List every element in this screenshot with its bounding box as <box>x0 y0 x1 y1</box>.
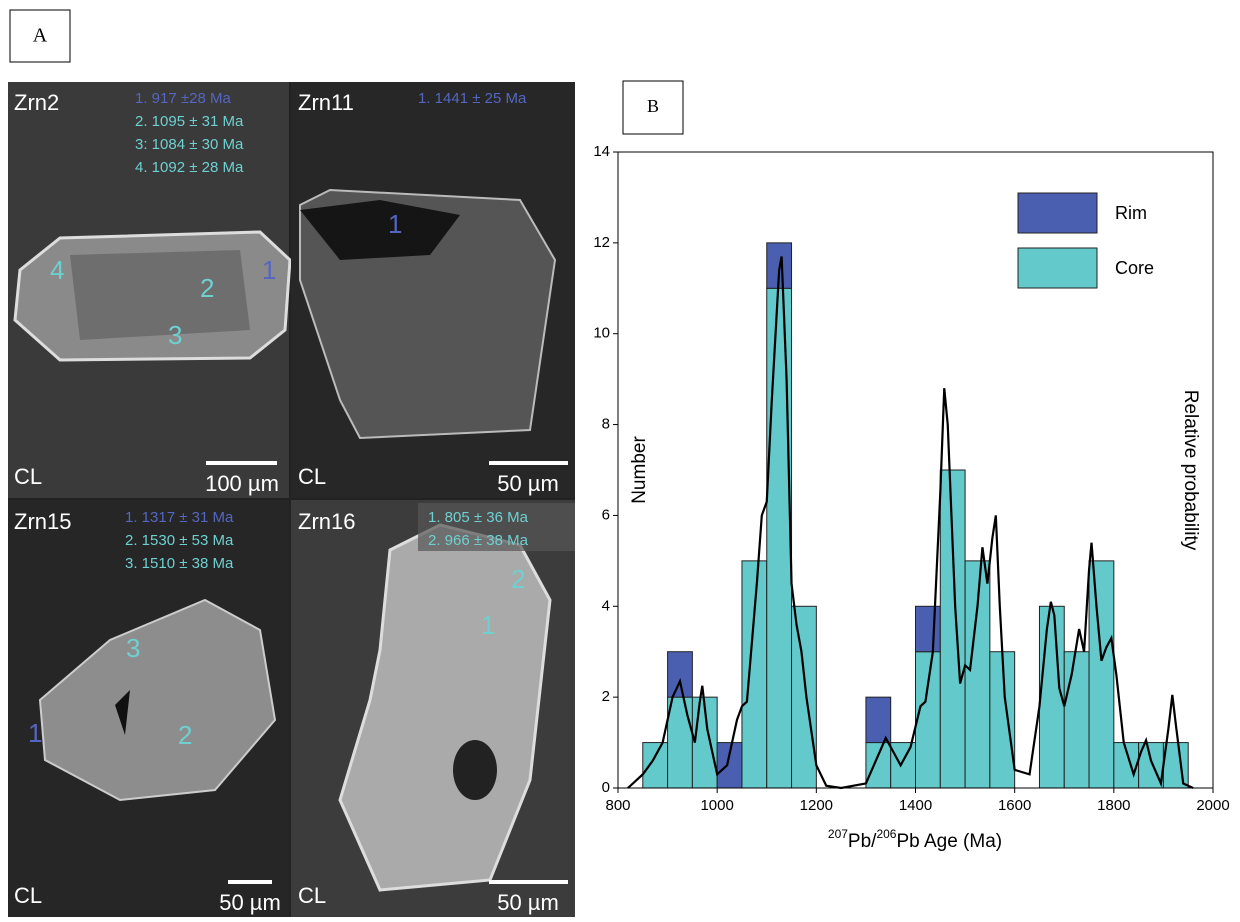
probability-curve <box>627 256 1194 790</box>
label-backdrop <box>418 503 575 551</box>
panel-label: B <box>647 96 659 116</box>
x-label-part: Pb Age (Ma) <box>896 831 1002 852</box>
spot-label: 3 <box>168 320 182 350</box>
y-tick-label: 6 <box>602 506 610 523</box>
age: 1. 1317 ± 31 Ma <box>125 509 234 526</box>
x-label-sup: 207 <box>828 827 848 841</box>
bar-core <box>766 287 793 789</box>
age: 3. 1510 ± 38 Ma <box>125 555 234 572</box>
bar-core <box>791 605 817 789</box>
spot-label: 1 <box>262 255 276 285</box>
bar-core <box>741 560 768 789</box>
bar-rim <box>915 605 941 653</box>
panel-label-box <box>622 80 684 135</box>
x-tick-label: 1400 <box>899 797 932 814</box>
scale-label: 50 µm <box>219 890 281 915</box>
bar-core <box>890 742 916 789</box>
spot-label: 1 <box>481 610 495 640</box>
spot-label: 2 <box>200 273 214 303</box>
image-labels: Zrn2 1. 917 ±28 Ma 2. 1095 ± 31 Ma 3: 10… <box>14 90 568 915</box>
inclusion <box>453 740 497 800</box>
spot-label: 3 <box>126 633 140 663</box>
y-tick-label: 4 <box>602 597 610 614</box>
legend-swatch <box>1017 247 1098 289</box>
bar-core <box>1038 605 1065 789</box>
bar-core <box>915 651 941 789</box>
age: 1. 1441 ± 25 Ma <box>418 90 527 107</box>
inclusion <box>115 690 130 735</box>
age: 4. 1092 ± 28 Ma <box>135 159 244 176</box>
scale-label: 100 µm <box>205 471 279 496</box>
grain-name: Zrn16 <box>298 509 355 534</box>
legend-label: Core <box>1115 258 1154 278</box>
legend-swatch <box>1017 192 1098 234</box>
bar-rim <box>667 651 693 698</box>
x-tick-label: 800 <box>605 797 630 814</box>
bar-core <box>1063 651 1090 789</box>
zircon-zone <box>300 200 460 260</box>
zircon-zone <box>70 250 250 340</box>
bar-rim <box>865 696 892 744</box>
grain-name: Zrn11 <box>298 90 354 115</box>
x-tick-label: 1600 <box>998 797 1031 814</box>
bar-core <box>642 742 669 789</box>
x-tick-label: 1200 <box>800 797 833 814</box>
bar-core <box>1088 560 1115 789</box>
spot-label: 1 <box>388 209 402 239</box>
age: 2. 1530 ± 53 Ma <box>125 532 234 549</box>
y-tick-label: 2 <box>602 688 610 705</box>
spot-label: 2 <box>178 720 192 750</box>
spot-label: 1 <box>28 718 42 748</box>
bar-core <box>989 651 1016 789</box>
y-tick-label: 14 <box>593 143 610 160</box>
y2-axis-label: Relative probability <box>1180 390 1201 551</box>
age: 2. 966 ± 38 Ma <box>428 532 529 549</box>
x-tick-label: 2000 <box>1196 797 1229 814</box>
x-label-part: Pb/ <box>848 831 877 852</box>
y-tick-label: 8 <box>602 416 610 433</box>
age: 2. 1095 ± 31 Ma <box>135 113 244 130</box>
panel-label-box <box>9 9 71 63</box>
bar-core <box>865 742 892 789</box>
age: 1. 805 ± 36 Ma <box>428 509 529 526</box>
age: 3: 1084 ± 30 Ma <box>135 136 244 153</box>
spot-label: 2 <box>511 564 525 594</box>
x-label-sup: 206 <box>876 827 896 841</box>
method: CL <box>14 464 42 489</box>
scale-label: 50 µm <box>497 471 559 496</box>
method: CL <box>14 883 42 908</box>
panel-a: A Zrn2 1. 917 ±28 Ma 2. 1095 ± 31 Ma 3: … <box>8 9 575 917</box>
panel-b: B Number Relative probability 207Pb/206P… <box>593 80 1230 852</box>
method: CL <box>298 883 326 908</box>
panel-label: A <box>33 25 48 47</box>
x-tick-label: 1800 <box>1097 797 1130 814</box>
y-tick-label: 12 <box>593 234 610 251</box>
bar-core <box>939 469 966 789</box>
y-tick-label: 0 <box>602 779 610 796</box>
x-axis-label: 207Pb/206Pb Age (Ma) <box>828 827 1002 852</box>
zircon <box>38 598 277 802</box>
method: CL <box>298 464 326 489</box>
y-tick-label: 10 <box>593 325 610 342</box>
grain-name: Zrn2 <box>14 90 59 115</box>
spot-label: 4 <box>50 255 64 285</box>
bar-core <box>667 696 693 789</box>
age: 1. 917 ±28 Ma <box>135 90 231 107</box>
legend-label: Rim <box>1115 203 1147 223</box>
grain-name: Zrn15 <box>14 509 71 534</box>
scale-label: 50 µm <box>497 890 559 915</box>
y-axis-label: Number <box>629 436 650 504</box>
bar-core <box>1162 742 1189 789</box>
x-tick-label: 1000 <box>700 797 733 814</box>
